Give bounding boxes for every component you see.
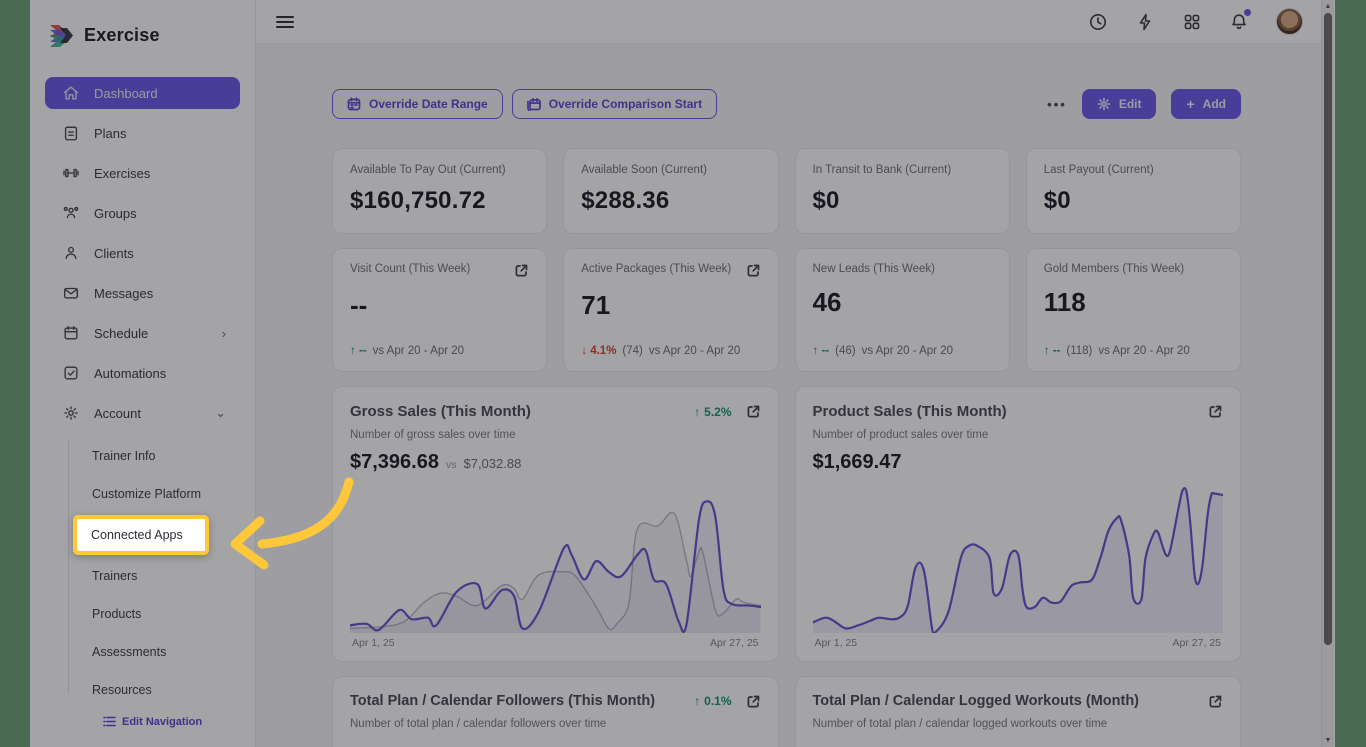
sidebar-item-dashboard[interactable]: Dashboard bbox=[45, 77, 240, 109]
sidebar-subitem-products[interactable]: Products bbox=[92, 607, 142, 621]
product-sales-chart-card: Product Sales (This Month) Number of pro… bbox=[794, 386, 1241, 662]
stat-card-gold-members: Gold Members (This Week) 118 ↑ -- (118) … bbox=[1025, 248, 1241, 372]
chevron-right-icon: › bbox=[221, 325, 226, 341]
person-icon bbox=[65, 246, 77, 260]
edit-navigation-link[interactable]: Edit Navigation bbox=[103, 715, 255, 728]
main-area: Override Date Range Override Comparison … bbox=[256, 0, 1321, 747]
avatar[interactable] bbox=[1276, 8, 1303, 35]
sidebar-item-groups[interactable]: Groups bbox=[45, 197, 240, 229]
product-sales-line-chart bbox=[812, 480, 1223, 633]
trend-badge: ↑ 5.2% bbox=[694, 404, 732, 419]
calendar-icon bbox=[347, 97, 361, 111]
logged-workouts-chart-card: Total Plan / Calendar Logged Workouts (M… bbox=[794, 676, 1241, 747]
sidebar: Exercise Dashboard Plans Exercises Group… bbox=[31, 0, 256, 747]
external-link-icon[interactable] bbox=[514, 263, 529, 278]
hamburger-menu-icon[interactable] bbox=[276, 15, 294, 28]
dashboard-content: Override Date Range Override Comparison … bbox=[256, 44, 1321, 747]
external-link-icon[interactable] bbox=[746, 404, 761, 419]
dumbbell-icon bbox=[63, 168, 79, 178]
clipboard-icon bbox=[64, 126, 78, 141]
plus-icon: + bbox=[1186, 96, 1195, 112]
sidebar-item-messages[interactable]: Messages bbox=[45, 277, 240, 309]
bottom-chart-row: Total Plan / Calendar Followers (This Mo… bbox=[332, 676, 1241, 747]
notifications-bell-icon[interactable] bbox=[1229, 8, 1251, 32]
sidebar-item-schedule[interactable]: Schedule › bbox=[45, 317, 240, 349]
scrollbar-down-arrow[interactable]: ▼ bbox=[1324, 737, 1332, 744]
override-comparison-start-button[interactable]: Override Comparison Start bbox=[511, 89, 718, 119]
people-group-icon bbox=[63, 206, 79, 219]
external-link-icon[interactable] bbox=[746, 694, 761, 709]
sidebar-item-plans[interactable]: Plans bbox=[45, 117, 240, 149]
plan-followers-chart-card: Total Plan / Calendar Followers (This Mo… bbox=[332, 676, 779, 747]
sidebar-subitem-resources[interactable]: Resources bbox=[92, 683, 152, 697]
edit-dashboard-button[interactable]: Edit bbox=[1081, 89, 1157, 119]
scrollbar-thumb[interactable] bbox=[1324, 13, 1332, 645]
envelope-icon bbox=[64, 287, 78, 299]
subnav-indent-guide bbox=[68, 439, 69, 694]
x-axis-start-label: Apr 1, 25 bbox=[814, 637, 858, 649]
stat-card-new-leads: New Leads (This Week) 46 ↑ -- (46) vs Ap… bbox=[794, 248, 1010, 372]
sidebar-subitem-assessments[interactable]: Assessments bbox=[92, 645, 167, 659]
app-title: Exercise bbox=[84, 25, 160, 45]
external-link-icon[interactable] bbox=[746, 263, 761, 278]
gear-icon bbox=[1097, 97, 1111, 111]
lightning-icon[interactable] bbox=[1135, 12, 1155, 32]
stat-row-1: Available To Pay Out (Current) $160,750.… bbox=[332, 148, 1241, 234]
add-widget-button[interactable]: + Add bbox=[1171, 89, 1241, 119]
history-clock-icon[interactable] bbox=[1088, 12, 1108, 32]
calendar-icon bbox=[64, 326, 78, 340]
x-axis-end-label: Apr 27, 25 bbox=[710, 637, 759, 649]
scrollbar-up-arrow[interactable]: ▲ bbox=[1324, 3, 1332, 10]
sidebar-subitem-customize-platform[interactable]: Customize Platform bbox=[92, 487, 202, 501]
stat-card-available-soon: Available Soon (Current) $288.36 bbox=[563, 148, 779, 234]
stat-card-active-packages: Active Packages (This Week) 71 ↓ 4.1% (7… bbox=[563, 248, 779, 372]
gross-sales-line-chart bbox=[350, 480, 761, 633]
trend-badge: ↑ 0.1% bbox=[694, 694, 732, 708]
account-subnav: Trainer Info Customize Platform Connecte… bbox=[31, 437, 255, 728]
sidebar-item-clients[interactable]: Clients bbox=[45, 237, 240, 269]
gear-icon bbox=[64, 406, 78, 420]
scrollbar: ▲ ▼ bbox=[1321, 0, 1334, 747]
sidebar-nav: Dashboard Plans Exercises Groups Clients… bbox=[31, 77, 255, 728]
stat-row-2: Visit Count (This Week) -- ↑ -- vs Apr 2… bbox=[332, 248, 1241, 372]
dashboard-toolbar: Override Date Range Override Comparison … bbox=[332, 89, 1241, 119]
checkbox-icon bbox=[64, 366, 78, 380]
home-icon bbox=[64, 86, 78, 100]
stat-card-last-payout: Last Payout (Current) $0 bbox=[1025, 148, 1241, 234]
external-link-icon[interactable] bbox=[1208, 404, 1223, 419]
more-options-button[interactable]: ••• bbox=[1047, 96, 1067, 112]
stat-card-available-to-pay-out: Available To Pay Out (Current) $160,750.… bbox=[332, 148, 548, 234]
external-link-icon[interactable] bbox=[1208, 694, 1223, 709]
topbar bbox=[256, 0, 1321, 44]
apps-grid-icon[interactable] bbox=[1182, 12, 1202, 32]
trend-down-arrow: ↓ 4.1% bbox=[581, 345, 617, 357]
calendar-copy-icon bbox=[526, 97, 541, 111]
trend-up-arrow: ↑ -- bbox=[812, 345, 830, 357]
stat-card-in-transit: In Transit to Bank (Current) $0 bbox=[794, 148, 1010, 234]
trend-up-arrow: ↑ -- bbox=[350, 345, 367, 357]
trend-up-arrow: ↑ -- bbox=[1043, 345, 1061, 357]
x-axis-start-label: Apr 1, 25 bbox=[352, 637, 395, 649]
sidebar-subitem-connected-apps[interactable]: Connected Apps bbox=[73, 515, 209, 555]
app-window: Exercise Dashboard Plans Exercises Group… bbox=[31, 0, 1334, 747]
override-date-range-button[interactable]: Override Date Range bbox=[332, 89, 503, 119]
sidebar-item-exercises[interactable]: Exercises bbox=[45, 157, 240, 189]
stat-card-visit-count: Visit Count (This Week) -- ↑ -- vs Apr 2… bbox=[332, 248, 548, 372]
sidebar-item-automations[interactable]: Automations bbox=[45, 357, 240, 389]
chevron-down-icon: ⌄ bbox=[215, 405, 226, 420]
app-logo: Exercise bbox=[31, 0, 255, 49]
sidebar-item-account[interactable]: Account ⌄ bbox=[45, 397, 240, 429]
sidebar-subitem-trainer-info[interactable]: Trainer Info bbox=[92, 449, 156, 463]
x-axis-end-label: Apr 27, 25 bbox=[1172, 637, 1221, 649]
sidebar-subitem-trainers[interactable]: Trainers bbox=[92, 569, 138, 583]
chart-row: Gross Sales (This Month) ↑ 5.2% Number of… bbox=[332, 386, 1241, 662]
notification-dot bbox=[1244, 8, 1251, 16]
list-icon bbox=[103, 716, 116, 727]
gross-sales-chart-card: Gross Sales (This Month) ↑ 5.2% Number of… bbox=[332, 386, 779, 662]
exercise-logo-icon bbox=[48, 22, 75, 49]
